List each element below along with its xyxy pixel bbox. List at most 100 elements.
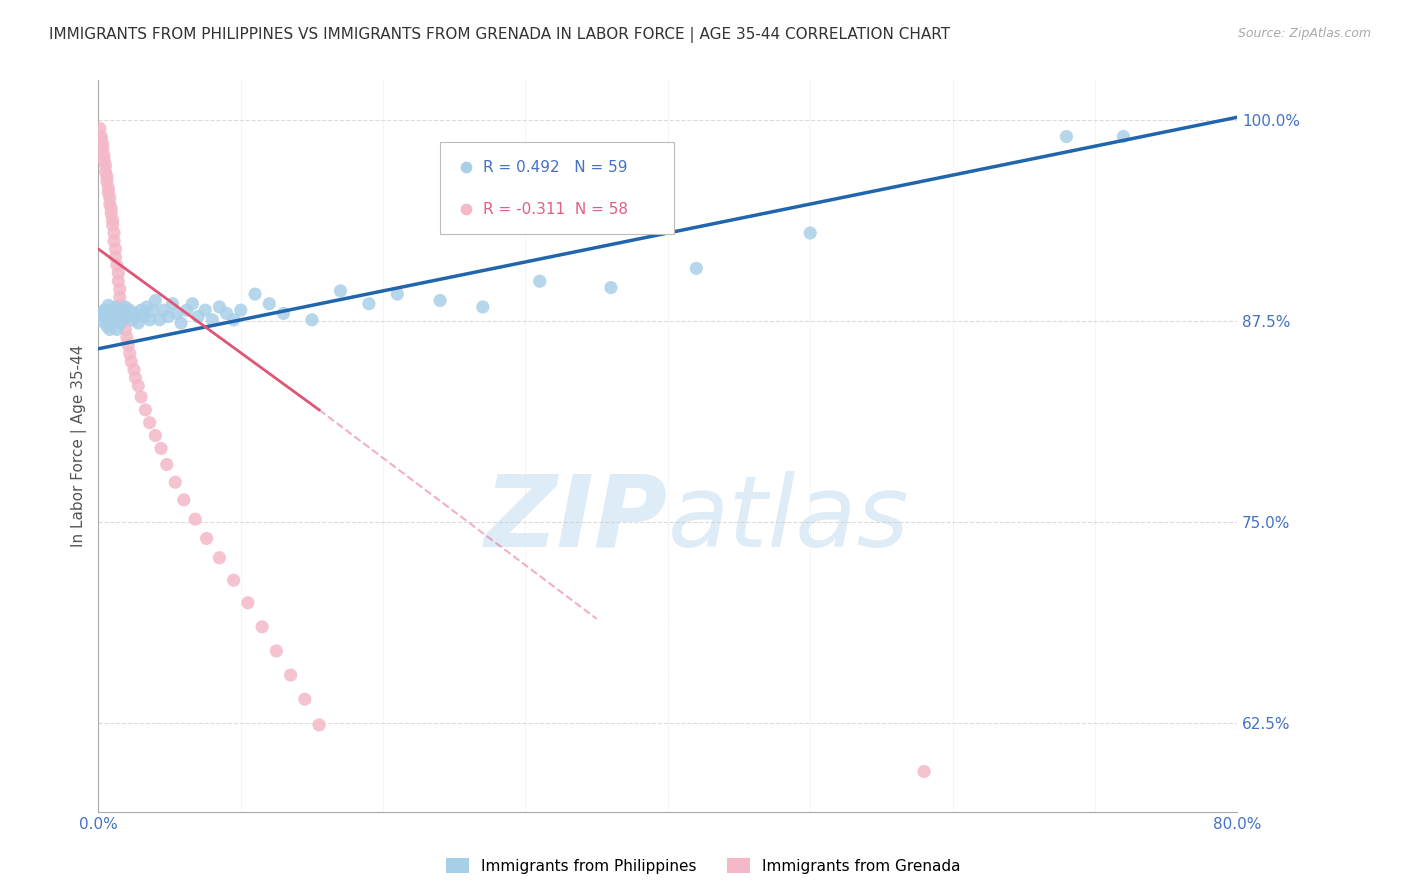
- Point: [273, 306, 295, 320]
- Point: [138, 313, 160, 327]
- Text: R = -0.311  N = 58: R = -0.311 N = 58: [484, 202, 628, 217]
- Point: [104, 300, 127, 314]
- Point: [134, 402, 156, 417]
- Point: [170, 316, 193, 330]
- Point: [149, 313, 172, 327]
- Point: [141, 303, 163, 318]
- Point: [101, 303, 124, 318]
- Point: [329, 284, 352, 298]
- Point: [94, 159, 117, 173]
- Point: [181, 297, 204, 311]
- Point: [98, 197, 121, 211]
- Point: [107, 310, 129, 324]
- Point: [105, 258, 128, 272]
- Point: [104, 242, 127, 256]
- Point: [97, 298, 120, 312]
- Point: [243, 287, 266, 301]
- Point: [121, 313, 143, 327]
- Point: [156, 458, 179, 472]
- Point: [94, 310, 117, 324]
- Point: [108, 282, 131, 296]
- Point: [100, 202, 122, 216]
- Point: [135, 300, 157, 314]
- Point: [145, 293, 167, 308]
- Point: [124, 306, 146, 320]
- Y-axis label: In Labor Force | Age 35-44: In Labor Force | Age 35-44: [72, 345, 87, 547]
- Point: [108, 316, 131, 330]
- Point: [157, 310, 180, 324]
- Point: [208, 550, 231, 565]
- Point: [195, 532, 218, 546]
- Point: [93, 303, 115, 318]
- Point: [101, 218, 124, 232]
- Point: [166, 306, 188, 320]
- Point: [96, 175, 118, 189]
- Point: [103, 234, 125, 248]
- Text: R = 0.492   N = 59: R = 0.492 N = 59: [484, 160, 628, 175]
- Legend: Immigrants from Philippines, Immigrants from Grenada: Immigrants from Philippines, Immigrants …: [440, 852, 966, 880]
- Point: [115, 330, 138, 344]
- Point: [103, 313, 125, 327]
- Point: [184, 512, 207, 526]
- Point: [162, 297, 184, 311]
- Point: [1056, 129, 1078, 144]
- Point: [111, 306, 134, 320]
- Point: [529, 274, 551, 288]
- Point: [145, 428, 167, 442]
- Point: [90, 133, 112, 147]
- Point: [93, 153, 115, 168]
- Point: [259, 297, 281, 311]
- Point: [98, 191, 121, 205]
- Point: [129, 303, 152, 318]
- Point: [120, 354, 142, 368]
- Point: [90, 306, 112, 320]
- Point: [122, 362, 145, 376]
- Point: [208, 300, 231, 314]
- Point: [201, 313, 224, 327]
- Point: [104, 250, 127, 264]
- Point: [215, 306, 238, 320]
- Point: [294, 692, 316, 706]
- Point: [107, 274, 129, 288]
- Point: [387, 287, 409, 301]
- Point: [91, 137, 114, 152]
- Point: [91, 314, 114, 328]
- Point: [97, 181, 120, 195]
- Text: atlas: atlas: [668, 471, 910, 567]
- FancyBboxPatch shape: [440, 143, 673, 234]
- Point: [117, 338, 139, 352]
- Point: [114, 300, 136, 314]
- Point: [89, 121, 111, 136]
- Point: [127, 316, 149, 330]
- Point: [685, 261, 707, 276]
- Point: [103, 226, 125, 240]
- Point: [547, 304, 569, 318]
- Point: [90, 129, 112, 144]
- Point: [308, 718, 330, 732]
- Point: [124, 370, 146, 384]
- Point: [93, 149, 115, 163]
- Point: [187, 310, 209, 324]
- Point: [98, 322, 121, 336]
- Text: IMMIGRANTS FROM PHILIPPINES VS IMMIGRANTS FROM GRENADA IN LABOR FORCE | AGE 35-4: IMMIGRANTS FROM PHILIPPINES VS IMMIGRANT…: [49, 27, 950, 43]
- Point: [429, 293, 451, 308]
- Point: [108, 290, 131, 304]
- Point: [101, 213, 124, 227]
- Point: [129, 390, 152, 404]
- Point: [280, 668, 302, 682]
- Point: [97, 186, 120, 200]
- Point: [266, 644, 288, 658]
- Point: [471, 300, 494, 314]
- Point: [96, 169, 118, 184]
- Point: [1112, 129, 1135, 144]
- Point: [547, 397, 569, 411]
- Text: Source: ZipAtlas.com: Source: ZipAtlas.com: [1237, 27, 1371, 40]
- Point: [118, 346, 141, 360]
- Point: [96, 319, 118, 334]
- Point: [112, 306, 135, 320]
- Point: [153, 303, 176, 318]
- Point: [118, 303, 141, 318]
- Point: [250, 620, 273, 634]
- Point: [112, 314, 135, 328]
- Point: [229, 303, 252, 318]
